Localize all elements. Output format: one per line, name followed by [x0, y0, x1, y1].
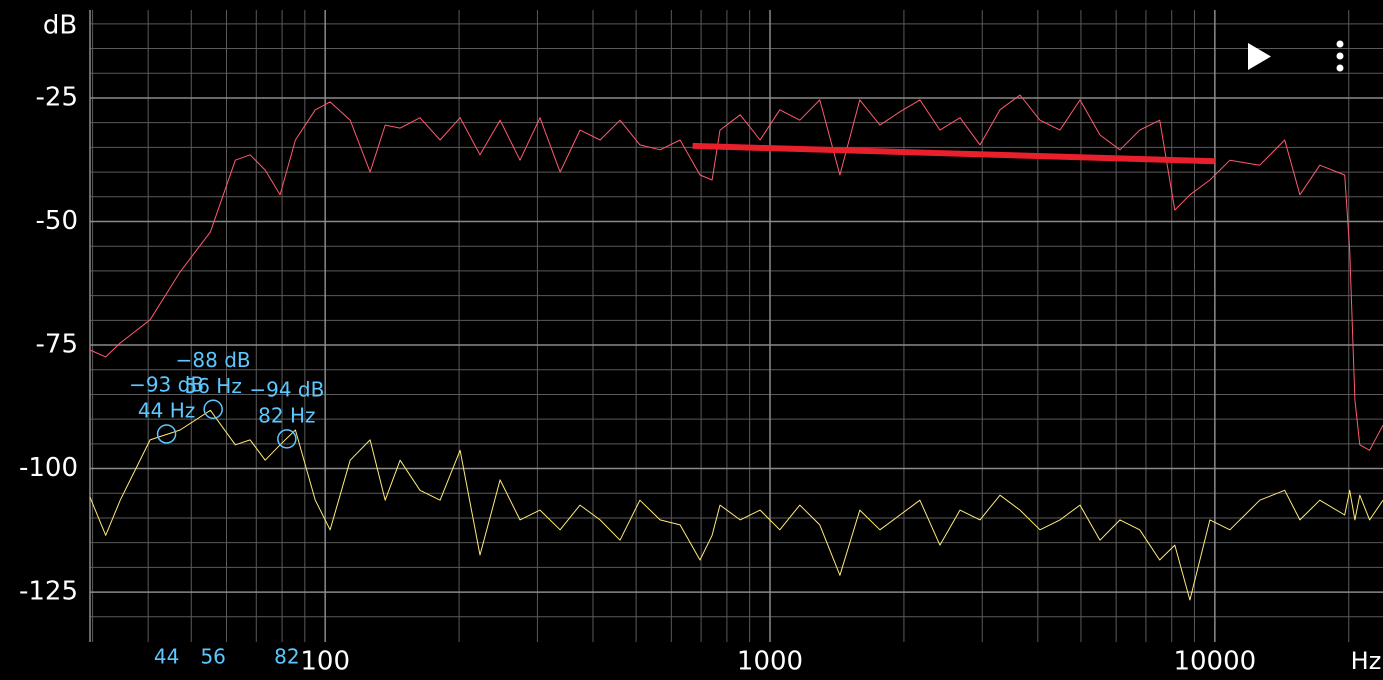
peak-x-label: 44: [154, 645, 179, 669]
x-tick-label: 1000: [737, 647, 803, 677]
menu-dot: [1336, 40, 1344, 48]
peak-freq-label: 56 Hz: [184, 374, 241, 398]
peak-marker: [156, 424, 177, 444]
plot: [89, 94, 1383, 601]
menu-button[interactable]: [1336, 40, 1344, 72]
grid: [89, 10, 1383, 642]
labels: dB Hz -25 -50 -75 -100 -125 100 1000 10000 −93 d…: [19, 11, 1381, 677]
play-button[interactable]: [1248, 43, 1271, 70]
peak-level-label: −88 dB: [176, 348, 251, 372]
y-tick-label: -50: [36, 206, 78, 236]
y-tick-label: -75: [36, 330, 78, 360]
peak-marker: [277, 429, 297, 449]
peak-freq-label: 82 Hz: [258, 403, 315, 427]
menu-dot: [1336, 52, 1344, 60]
series-line: [89, 409, 1383, 601]
series-line: [692, 142, 1215, 165]
x-axis-label: Hz: [1351, 647, 1382, 675]
peak-marker: [203, 399, 223, 420]
y-axis-label: dB: [43, 11, 77, 41]
y-tick-label: -125: [19, 577, 78, 607]
y-tick-label: -25: [36, 82, 78, 112]
menu-dot: [1336, 64, 1344, 72]
peak-level-label: −93 dB: [129, 372, 204, 396]
peak-level-label: −94 dB: [249, 377, 324, 401]
peak-freq-label: 44 Hz: [138, 398, 195, 422]
peak-x-label: 56: [200, 645, 225, 669]
y-tick-label: -100: [19, 453, 78, 483]
series-line: [89, 94, 1383, 451]
x-tick-label: 100: [300, 647, 350, 677]
peak-x-label: 82: [274, 645, 299, 669]
x-tick-label: 10000: [1173, 647, 1256, 677]
